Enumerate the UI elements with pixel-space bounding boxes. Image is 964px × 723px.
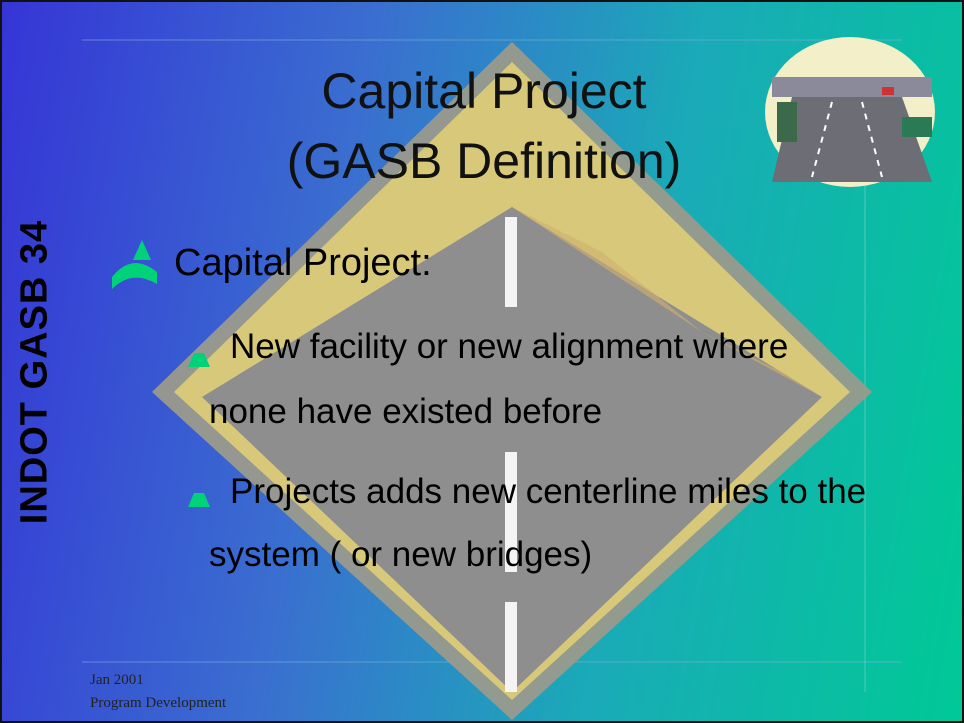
sub-bullet: New facility or new alignment where [230, 327, 788, 367]
slide: Capital Project (GASB Definition) INDOT … [0, 0, 964, 723]
sub-bullet: none have existed before [209, 392, 602, 432]
footer: Program Development [90, 695, 226, 712]
title-line: Capital Project [2, 62, 964, 120]
footer: Jan 2001 [90, 672, 144, 689]
sub-bullet: Projects adds new centerline miles to th… [230, 472, 866, 512]
bullet: Capital Project: [174, 242, 432, 285]
side-label: INDOT GASB 34 [14, 220, 57, 524]
title-line: (GASB Definition) [2, 132, 964, 190]
sub-bullet: system ( or new bridges) [209, 535, 592, 575]
